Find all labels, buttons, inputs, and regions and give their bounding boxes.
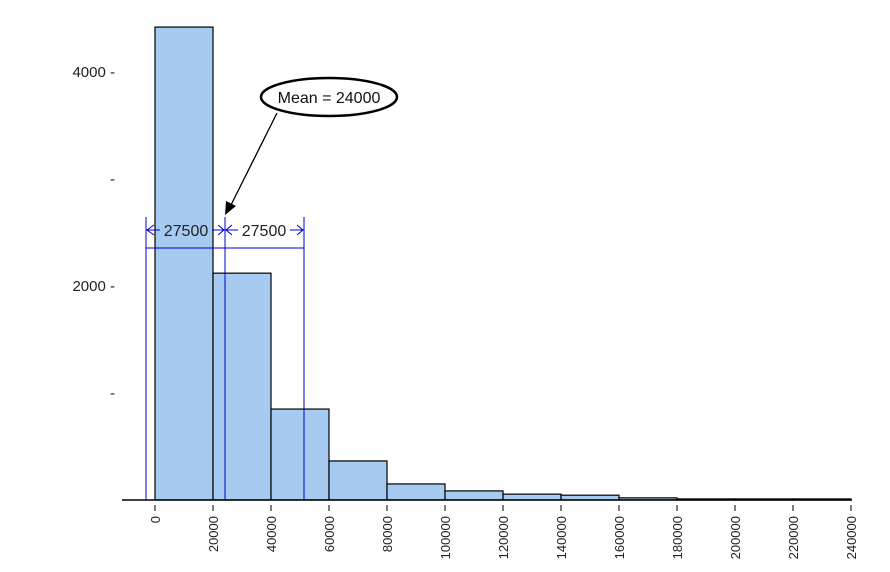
mean-callout: Mean = 24000	[225, 76, 399, 215]
histogram-bar	[386, 483, 446, 501]
histogram-bar	[154, 26, 214, 501]
histogram-bars	[154, 26, 852, 501]
x-tick-label: 120000	[496, 516, 511, 559]
x-tick-label: 180000	[670, 516, 685, 559]
right-std-label: 27500	[242, 223, 287, 240]
x-tick-label: 160000	[612, 516, 627, 559]
x-tick-label: 60000	[322, 516, 337, 552]
x-tick-label: 20000	[206, 516, 221, 552]
histogram-bar	[212, 272, 272, 501]
x-tick-label: 200000	[728, 516, 743, 559]
x-tick-label: 140000	[554, 516, 569, 559]
y-tick-label: -	[110, 385, 115, 402]
x-tick-label: 80000	[380, 516, 395, 552]
mean-callout-text: Mean = 24000	[278, 90, 381, 107]
x-axis-ticks: 0 20000 40000 60000 80000 100000 120000 140000 1…	[148, 505, 859, 559]
histogram-bar	[328, 460, 388, 501]
histogram-bar	[502, 493, 562, 501]
x-tick-label: 240000	[844, 516, 859, 559]
histogram-bar	[270, 408, 330, 501]
mean-callout-bubble	[259, 76, 399, 118]
histogram-bar	[444, 490, 504, 501]
std-dev-markers	[145, 217, 305, 500]
x-tick-label: 40000	[264, 516, 279, 552]
y-tick-label: -	[110, 171, 115, 188]
left-std-label: 27500	[164, 223, 209, 240]
x-tick-label: 100000	[438, 516, 453, 559]
x-tick-label: 0	[148, 516, 163, 523]
y-axis-ticks: - 2000 - - 4000 -	[72, 64, 115, 402]
y-tick-label: 4000 -	[72, 64, 115, 81]
y-tick-label: 2000 -	[72, 278, 115, 295]
x-tick-label: 220000	[786, 516, 801, 559]
